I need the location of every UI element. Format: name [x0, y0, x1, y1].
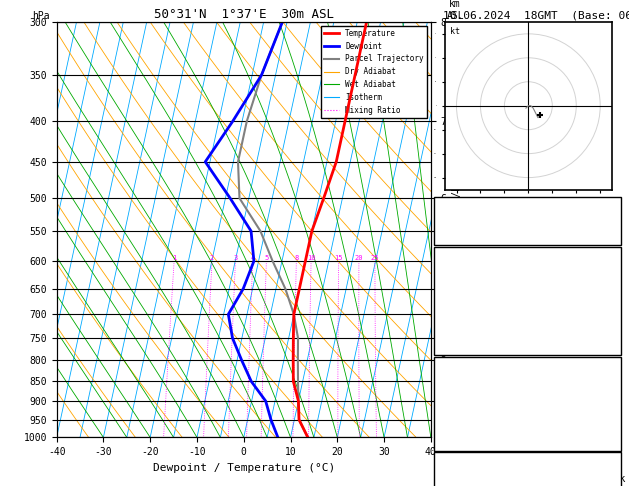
Text: 5: 5 — [264, 255, 269, 261]
Text: CAPE (J): CAPE (J) — [437, 324, 484, 334]
Text: Hodograph: Hodograph — [501, 454, 554, 465]
Text: 27: 27 — [606, 324, 618, 334]
Text: 1.3: 1.3 — [601, 229, 618, 239]
Text: K: K — [437, 199, 443, 209]
Text: EH: EH — [437, 469, 449, 480]
Text: Dewp (°C): Dewp (°C) — [437, 279, 490, 289]
Text: -22: -22 — [601, 485, 618, 486]
X-axis label: Dewpoint / Temperature (°C): Dewpoint / Temperature (°C) — [153, 463, 335, 473]
Text: © weatheronline.co.uk: © weatheronline.co.uk — [503, 473, 626, 484]
Text: Temp (°C): Temp (°C) — [437, 264, 490, 274]
Text: Pressure (mb): Pressure (mb) — [437, 374, 513, 384]
Text: 43: 43 — [606, 214, 618, 224]
Text: hPa: hPa — [32, 11, 50, 21]
Text: LCL: LCL — [435, 415, 450, 424]
Text: θₑ (K): θₑ (K) — [437, 389, 472, 399]
Text: 0: 0 — [613, 339, 618, 349]
Text: Totals Totals: Totals Totals — [437, 214, 513, 224]
Legend: Temperature, Dewpoint, Parcel Trajectory, Dry Adiabat, Wet Adiabat, Isotherm, Mi: Temperature, Dewpoint, Parcel Trajectory… — [321, 26, 427, 118]
Text: CIN (J): CIN (J) — [437, 339, 478, 349]
Text: 0: 0 — [613, 434, 618, 445]
Text: SREH: SREH — [437, 485, 460, 486]
Text: 7.3: 7.3 — [601, 279, 618, 289]
Text: 27: 27 — [606, 419, 618, 430]
Text: 1: 1 — [172, 255, 176, 261]
Text: 304: 304 — [601, 294, 618, 304]
Text: 13.7: 13.7 — [595, 264, 618, 274]
Text: 25: 25 — [370, 255, 379, 261]
Y-axis label: Mixing Ratio (g/kg): Mixing Ratio (g/kg) — [452, 174, 462, 285]
Text: 2: 2 — [210, 255, 214, 261]
Text: 3: 3 — [233, 255, 238, 261]
Text: 10: 10 — [307, 255, 315, 261]
Text: Lifted Index: Lifted Index — [437, 309, 508, 319]
Text: 5: 5 — [613, 404, 618, 415]
Text: 304: 304 — [601, 389, 618, 399]
Text: 4: 4 — [250, 255, 255, 261]
Text: -43: -43 — [601, 469, 618, 480]
Text: θₑ(K): θₑ(K) — [437, 294, 467, 304]
Text: Most Unstable: Most Unstable — [489, 359, 566, 369]
Text: PW (cm): PW (cm) — [437, 229, 478, 239]
Text: 20: 20 — [355, 255, 363, 261]
Text: km
ASL: km ASL — [447, 0, 464, 21]
Title: 50°31'N  1°37'E  30m ASL: 50°31'N 1°37'E 30m ASL — [153, 8, 334, 21]
Text: Lifted Index: Lifted Index — [437, 404, 508, 415]
Text: 8: 8 — [294, 255, 299, 261]
Text: 15: 15 — [335, 255, 343, 261]
Text: 5: 5 — [613, 309, 618, 319]
Text: 10.06.2024  18GMT  (Base: 06): 10.06.2024 18GMT (Base: 06) — [443, 11, 629, 21]
Text: CAPE (J): CAPE (J) — [437, 419, 484, 430]
Text: 1009: 1009 — [595, 374, 618, 384]
Text: kt: kt — [450, 27, 460, 36]
Text: Surface: Surface — [507, 249, 548, 259]
Text: 0: 0 — [613, 199, 618, 209]
Text: CIN (J): CIN (J) — [437, 434, 478, 445]
